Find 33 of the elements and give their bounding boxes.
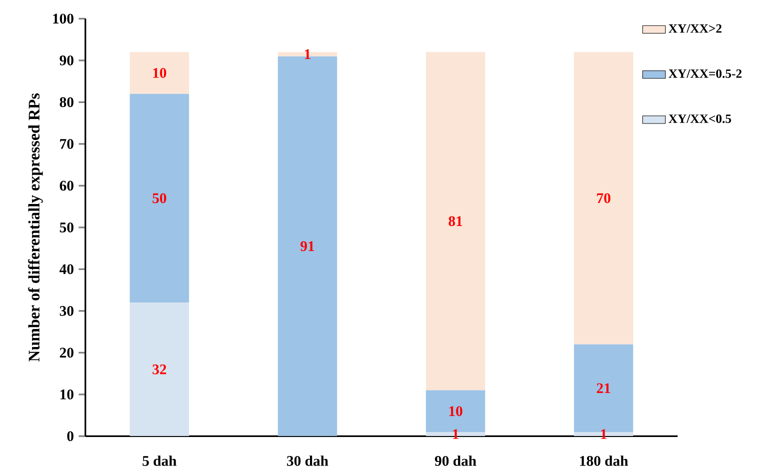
data-label: 10 <box>153 68 166 78</box>
data-label: 21 <box>596 384 610 394</box>
legend-label: XY/XX<0.5 <box>668 114 732 124</box>
data-label: 50 <box>152 193 166 204</box>
bar <box>130 52 190 94</box>
data-label: 81 <box>448 216 462 226</box>
y-tick-label: 0 <box>67 431 74 442</box>
y-tick-label: 70 <box>60 139 74 150</box>
bar <box>426 52 486 390</box>
y-axis-title: Number of differentially expressed RPs <box>28 94 43 362</box>
bar <box>130 94 190 303</box>
x-tick-label: 90 dah <box>434 456 476 466</box>
y-tick-label: 100 <box>53 14 74 24</box>
data-label: 1 <box>304 50 310 60</box>
y-tick-label: 40 <box>60 264 74 274</box>
y-tick-label: 60 <box>60 180 74 191</box>
y-tick-label: 80 <box>60 97 74 108</box>
data-label: 70 <box>597 193 610 204</box>
y-tick-label: 90 <box>60 56 74 66</box>
legend-label: XY/XX>2 <box>668 24 722 34</box>
y-tick-label: 30 <box>60 306 74 316</box>
y-tick-label: 10 <box>60 390 74 400</box>
legend-label: XY/XX=0.5-2 <box>668 70 742 78</box>
y-tick-label: 20 <box>60 348 74 358</box>
x-tick-label: 180 dah <box>580 456 628 466</box>
data-label: 32 <box>152 364 166 375</box>
x-tick-label: 30 dah <box>287 456 328 466</box>
x-tick-label: 5 dah <box>142 456 177 466</box>
data-label: 10 <box>449 406 462 416</box>
bar <box>574 52 634 345</box>
bar <box>130 302 190 436</box>
data-label: 91 <box>300 242 314 252</box>
y-tick-label: 50 <box>60 222 74 233</box>
